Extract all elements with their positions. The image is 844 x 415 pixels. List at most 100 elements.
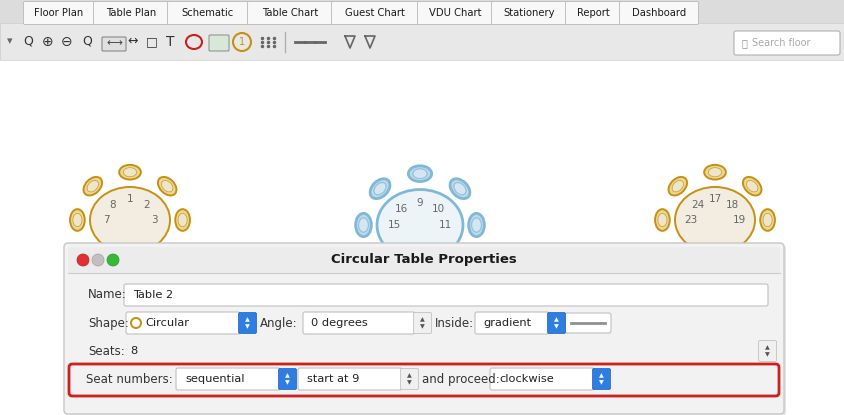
Text: Seat numbers:: Seat numbers: <box>86 373 172 386</box>
Text: 24: 24 <box>690 200 704 210</box>
Text: 7: 7 <box>103 215 109 225</box>
Ellipse shape <box>355 213 371 237</box>
FancyBboxPatch shape <box>592 369 609 390</box>
Text: □: □ <box>146 35 158 48</box>
Text: 3: 3 <box>150 215 157 225</box>
Text: ▲: ▲ <box>764 345 769 350</box>
Ellipse shape <box>178 213 187 227</box>
FancyBboxPatch shape <box>565 313 610 333</box>
Text: ▲: ▲ <box>407 373 411 378</box>
Text: clockwise: clockwise <box>499 374 553 384</box>
Text: ⊖: ⊖ <box>61 34 73 49</box>
Text: Guest Chart: Guest Chart <box>344 8 404 18</box>
Text: 8: 8 <box>130 346 137 356</box>
Text: Angle:: Angle: <box>260 317 297 330</box>
Text: ▼: ▼ <box>764 352 769 357</box>
Text: ▾: ▾ <box>8 37 13 46</box>
FancyBboxPatch shape <box>124 284 767 306</box>
FancyBboxPatch shape <box>400 369 418 390</box>
Ellipse shape <box>376 190 463 261</box>
Text: 17: 17 <box>707 194 721 204</box>
Ellipse shape <box>668 177 686 195</box>
Ellipse shape <box>413 169 426 178</box>
Ellipse shape <box>87 181 99 192</box>
Text: ▲: ▲ <box>419 317 425 322</box>
Text: ▼: ▼ <box>407 380 411 385</box>
Text: 0 degrees: 0 degrees <box>311 318 367 328</box>
FancyBboxPatch shape <box>413 312 431 334</box>
Ellipse shape <box>84 177 102 195</box>
Text: 1: 1 <box>239 37 245 47</box>
Text: 🔍: 🔍 <box>740 38 746 48</box>
FancyBboxPatch shape <box>298 368 402 390</box>
Ellipse shape <box>671 181 683 192</box>
Ellipse shape <box>90 187 170 253</box>
Text: 11: 11 <box>439 220 452 230</box>
Ellipse shape <box>408 166 431 181</box>
Ellipse shape <box>370 179 390 199</box>
Text: ▼: ▼ <box>284 380 289 385</box>
Text: ▼: ▼ <box>419 324 425 329</box>
Ellipse shape <box>742 177 760 195</box>
Text: 9: 9 <box>416 198 423 208</box>
Text: 15: 15 <box>387 220 400 230</box>
FancyBboxPatch shape <box>64 243 783 414</box>
Text: gradient: gradient <box>483 318 531 328</box>
Ellipse shape <box>760 209 774 231</box>
Circle shape <box>92 254 104 266</box>
Text: 19: 19 <box>732 215 744 225</box>
FancyBboxPatch shape <box>126 312 240 334</box>
FancyBboxPatch shape <box>0 0 844 24</box>
Ellipse shape <box>703 165 725 180</box>
Text: start at 9: start at 9 <box>306 374 359 384</box>
FancyBboxPatch shape <box>247 2 332 24</box>
Ellipse shape <box>707 168 721 177</box>
Ellipse shape <box>654 209 669 231</box>
Text: 10: 10 <box>431 204 444 214</box>
Ellipse shape <box>453 183 466 195</box>
Ellipse shape <box>73 213 82 227</box>
FancyBboxPatch shape <box>68 247 779 273</box>
FancyBboxPatch shape <box>474 312 549 334</box>
Text: 1: 1 <box>127 194 133 204</box>
Text: Floor Plan: Floor Plan <box>35 8 84 18</box>
Ellipse shape <box>762 213 771 227</box>
FancyBboxPatch shape <box>167 2 248 24</box>
Ellipse shape <box>450 179 469 199</box>
Ellipse shape <box>657 213 666 227</box>
Text: Schematic: Schematic <box>181 8 234 18</box>
Text: ▼: ▼ <box>245 324 250 329</box>
FancyBboxPatch shape <box>619 2 698 24</box>
Text: ▼: ▼ <box>598 380 603 385</box>
Text: ↔: ↔ <box>127 35 138 48</box>
Text: Q: Q <box>23 35 33 48</box>
Ellipse shape <box>674 187 754 253</box>
Text: ⊕: ⊕ <box>42 34 54 49</box>
Text: 18: 18 <box>724 200 738 210</box>
Text: ⟷: ⟷ <box>106 38 122 48</box>
Text: Dashboard: Dashboard <box>631 8 685 18</box>
Ellipse shape <box>358 218 368 232</box>
Text: Search floor: Search floor <box>751 38 809 48</box>
Text: Circular Table Properties: Circular Table Properties <box>331 254 517 266</box>
FancyBboxPatch shape <box>176 368 279 390</box>
Text: Table 2: Table 2 <box>133 290 173 300</box>
Text: ▲: ▲ <box>245 317 250 322</box>
Text: T: T <box>165 34 174 49</box>
Text: sequential: sequential <box>185 374 244 384</box>
FancyBboxPatch shape <box>66 245 785 415</box>
Circle shape <box>107 254 119 266</box>
Text: ▲: ▲ <box>284 373 289 378</box>
Text: Report: Report <box>576 8 609 18</box>
Ellipse shape <box>374 183 386 195</box>
Ellipse shape <box>175 209 190 231</box>
Text: Circular: Circular <box>145 318 189 328</box>
FancyBboxPatch shape <box>758 340 776 361</box>
Text: ▼: ▼ <box>554 324 558 329</box>
FancyBboxPatch shape <box>417 2 492 24</box>
Ellipse shape <box>123 168 137 177</box>
Text: ▲: ▲ <box>598 373 603 378</box>
Text: Table Chart: Table Chart <box>262 8 317 18</box>
FancyBboxPatch shape <box>733 31 839 55</box>
FancyBboxPatch shape <box>565 2 619 24</box>
